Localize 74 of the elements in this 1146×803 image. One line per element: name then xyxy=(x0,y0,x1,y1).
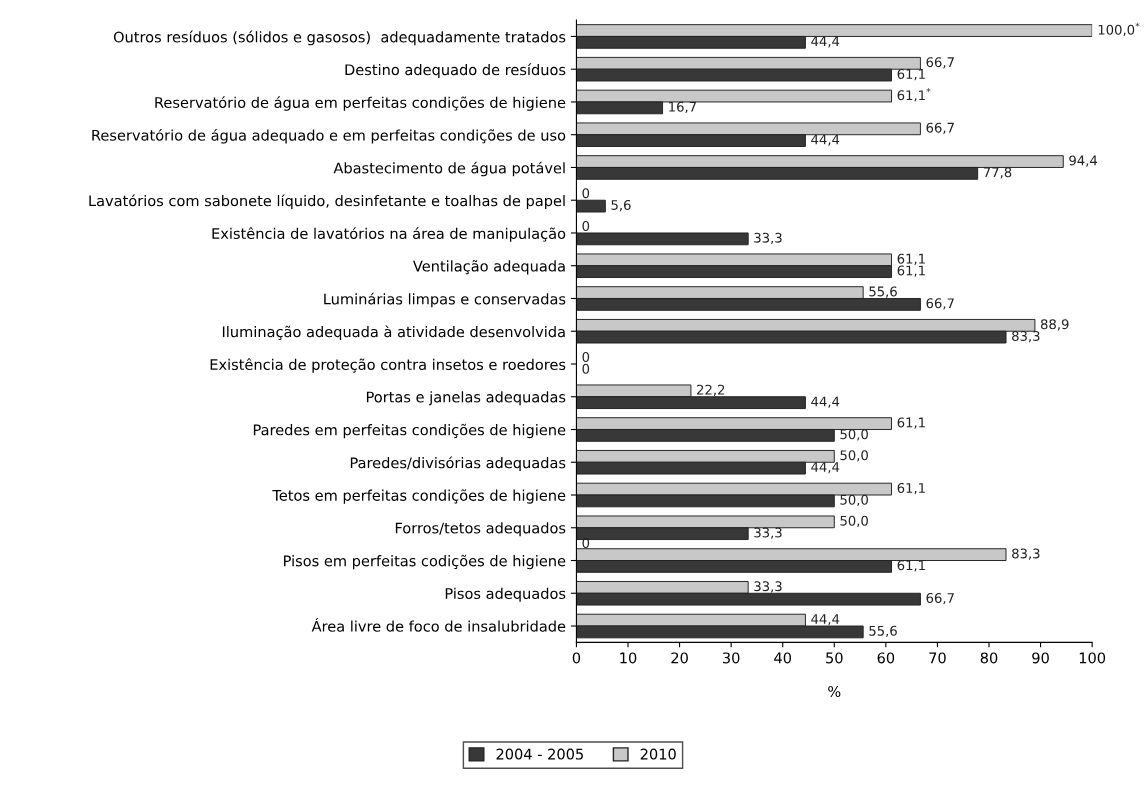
data-label: 50,0 xyxy=(840,494,868,507)
y-tick-label: Ventilação adequada xyxy=(413,260,565,275)
y-tick-label: Área livre de foco de insalubridade xyxy=(311,618,566,632)
x-tick-label: 30 xyxy=(722,652,740,664)
data-label: 61,1 xyxy=(897,265,925,277)
data-label: 94,4 xyxy=(1069,155,1098,167)
data-label: 55,6 xyxy=(869,286,897,298)
data-label: 0 xyxy=(582,363,590,374)
y-tick-label: Pisos adequados xyxy=(445,587,566,602)
data-label: 61,1 xyxy=(897,68,925,81)
data-label: 100,0$^{*}$ xyxy=(1098,22,1140,37)
y-tick-label: Luminárias limpas e conservadas xyxy=(324,292,566,308)
data-label: 61,1 xyxy=(897,482,925,495)
y-tick-label: Lavatórios com sabonete líquido, desinfetante e toalhas de papel xyxy=(89,194,565,210)
x-tick-label: 70 xyxy=(929,652,946,664)
y-tick-label: Portas e janelas adequadas xyxy=(366,391,566,406)
legend-label: 2004 - 2005 xyxy=(496,748,583,760)
x-tick-label: 0 xyxy=(572,652,581,664)
y-tick-label: Iluminação adequada à atividade desenvolvida xyxy=(222,325,565,341)
data-label: 44,4 xyxy=(811,614,840,626)
data-label: 83,3 xyxy=(1012,330,1040,343)
data-label: 33,3 xyxy=(754,527,782,539)
y-tick-label: Reservatório de água adequado e em perfeitas condições de uso xyxy=(92,128,566,144)
data-label: 5,6 xyxy=(611,199,631,212)
data-label: 66,7 xyxy=(926,57,954,69)
data-label: 61,1 xyxy=(897,560,925,572)
x-axis-title: % xyxy=(828,685,841,697)
data-label: 33,3 xyxy=(754,232,782,245)
data-label: 0 xyxy=(582,220,590,231)
legend-label: 2010 xyxy=(640,748,676,760)
bar xyxy=(576,232,749,246)
x-tick-label: 60 xyxy=(877,652,895,664)
x-tick-label: 10 xyxy=(620,652,637,664)
data-label: 44,4 xyxy=(811,36,840,48)
y-tick-label: Reservatório de água em perfeitas condições de higiene xyxy=(155,96,566,111)
data-label: 66,7 xyxy=(926,122,954,134)
data-label: 22,2 xyxy=(697,384,725,397)
x-tick-label: 50 xyxy=(826,652,843,664)
bar xyxy=(576,199,606,213)
data-label: 44,4 xyxy=(811,396,840,408)
y-tick-label: Destino adequado de resíduos xyxy=(345,63,566,79)
data-label: 50,0 xyxy=(840,429,868,441)
data-label: 55,6 xyxy=(869,625,897,638)
y-tick-label: Abastecimento de água potável xyxy=(333,161,565,177)
x-tick-label: 80 xyxy=(980,652,998,664)
annotation: 0 xyxy=(582,537,590,548)
y-tick-label: Tetos em perfeitas condições de higiene xyxy=(272,489,566,504)
y-tick-label: Outros resíduos (sólidos e gasosos) adequadamente tratados xyxy=(113,30,566,46)
x-tick-label: 20 xyxy=(671,652,688,664)
y-tick-label: Pisos em perfeitas codições de higiene xyxy=(284,554,566,570)
data-label: 66,7 xyxy=(926,593,954,605)
data-label: 33,3 xyxy=(754,581,782,593)
y-tick-label: Forros/tetos adequados xyxy=(395,522,566,537)
data-label: 0 xyxy=(582,351,590,362)
data-label: 44,4 xyxy=(811,462,840,474)
y-tick-label: Paredes em perfeitas condições de higiene xyxy=(253,423,566,439)
y-tick-label: Existência de lavatórios na área de manipulação xyxy=(212,227,566,242)
data-label: 16,7 xyxy=(669,101,696,114)
data-label: 61,1 xyxy=(897,253,925,266)
y-tick-label: Paredes/divisórias adequadas xyxy=(350,456,566,472)
data-label: 88,9 xyxy=(1040,319,1069,331)
data-label: 50,0 xyxy=(840,450,868,462)
data-label: 44,4 xyxy=(811,134,840,146)
x-tick-label: 90 xyxy=(1032,652,1049,664)
data-label: 66,7 xyxy=(926,298,954,310)
data-label: 61,1 xyxy=(897,417,925,429)
x-tick-label: 100 xyxy=(1079,652,1106,664)
data-label: 61,1$^{*}$ xyxy=(897,88,931,102)
data-label: 77,8 xyxy=(983,167,1012,179)
data-label: 0 xyxy=(582,188,590,199)
data-label: 50,0 xyxy=(840,515,868,528)
y-tick-label: Existência de proteção contra insetos e roedores xyxy=(210,358,566,373)
data-label: 83,3 xyxy=(1012,548,1040,560)
x-tick-label: 40 xyxy=(774,652,792,664)
